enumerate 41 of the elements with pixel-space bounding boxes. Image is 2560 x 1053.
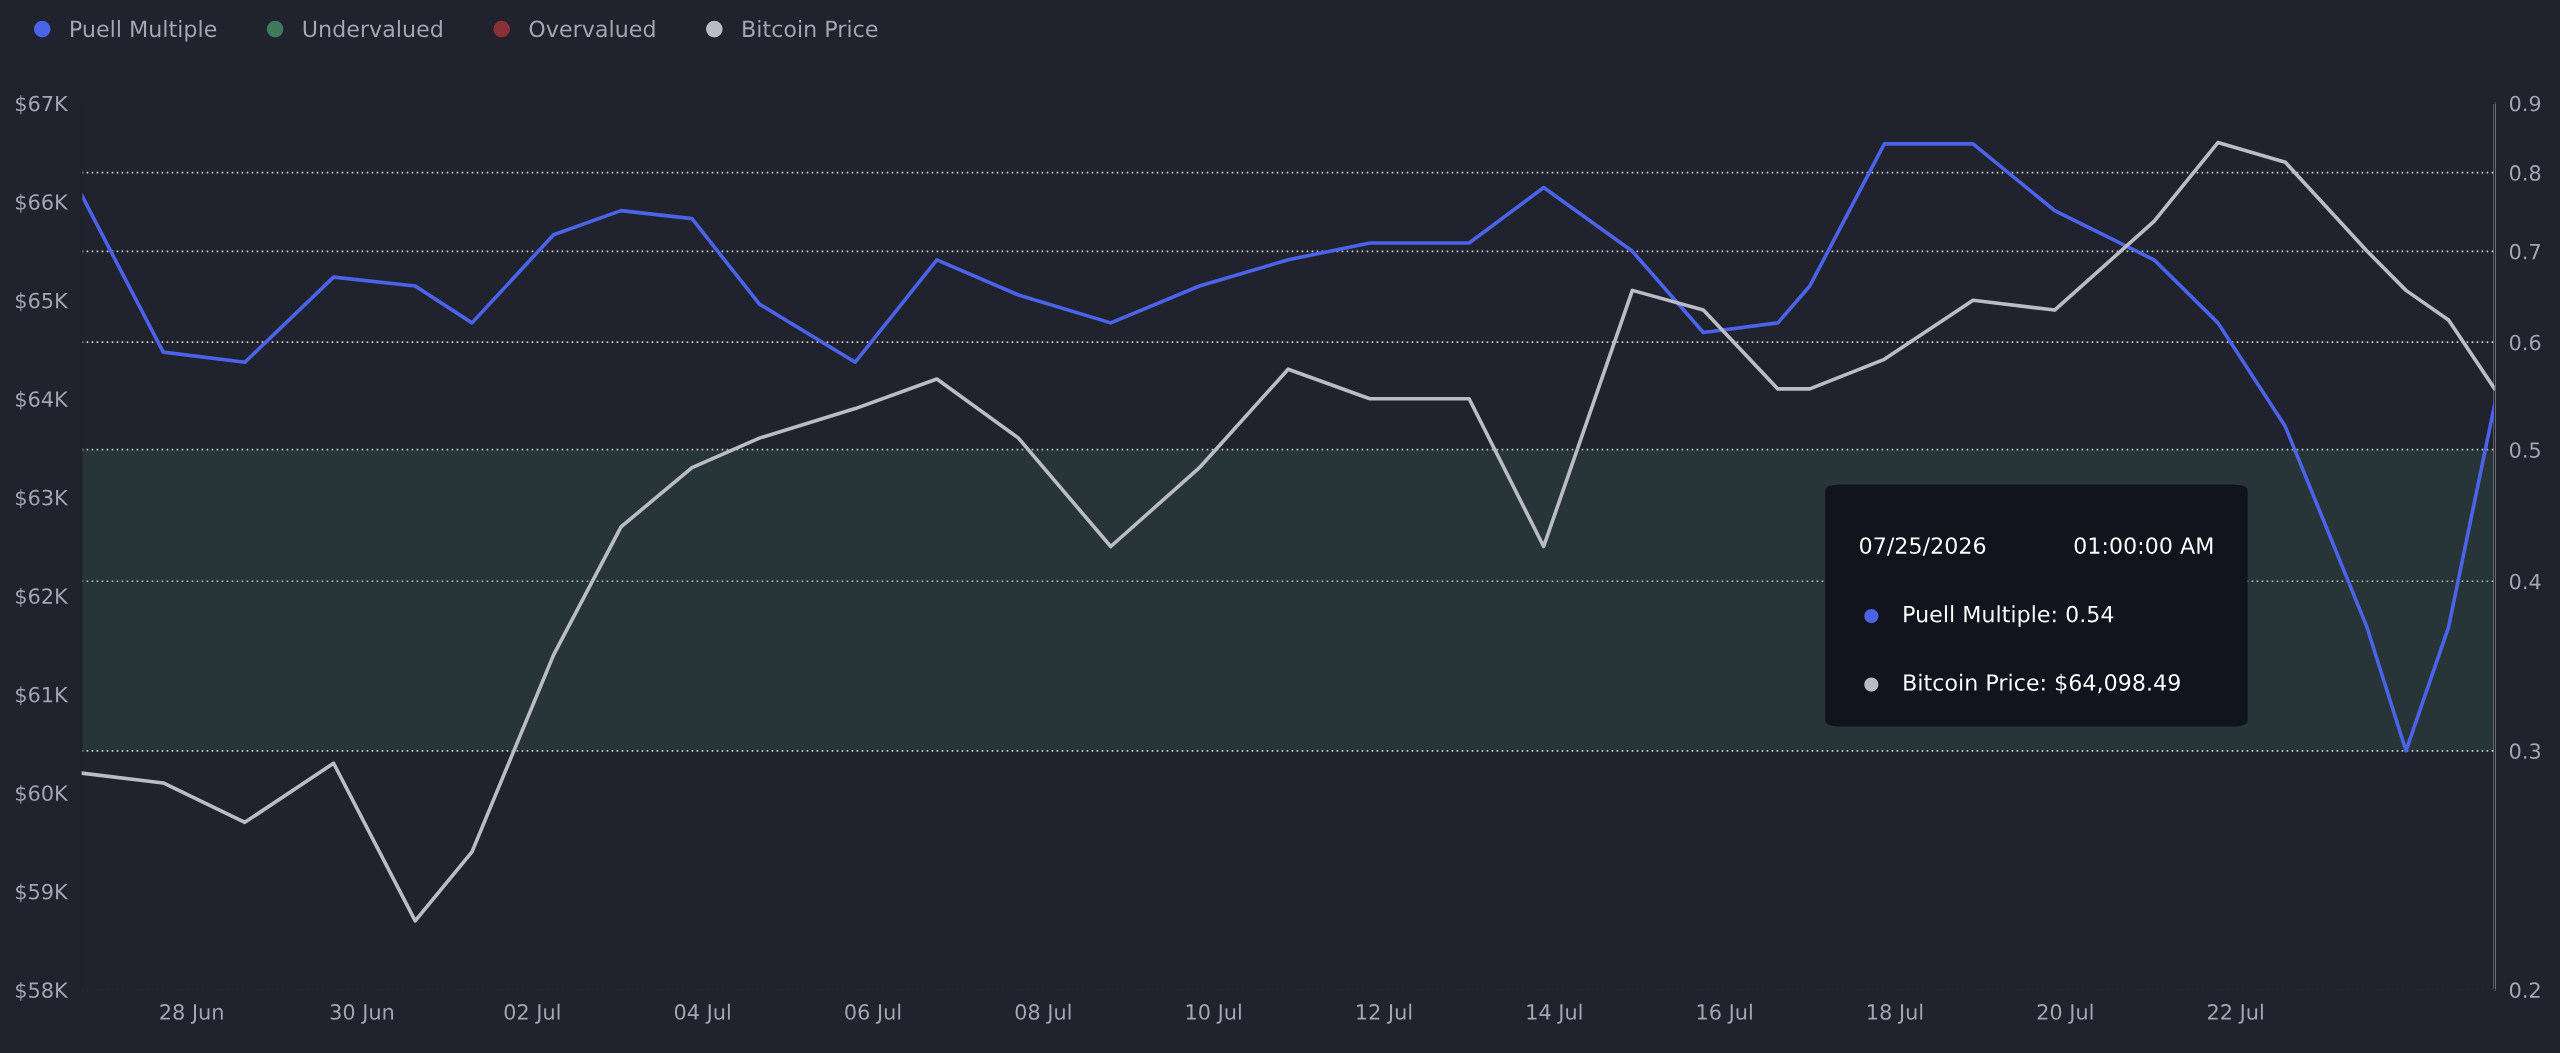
x-tick-label: 12 Jul [1357, 1003, 1412, 1024]
legend-label: Bitcoin Price [743, 20, 878, 38]
x-tick-label: 06 Jul [845, 1003, 901, 1024]
annotation: Bitcoin Price: $64,098.49 [1904, 673, 2180, 694]
x-tick-label: 16 Jul [1697, 1003, 1752, 1024]
y-tick-label: $62K [16, 587, 69, 607]
y2-tick-label: 0.4 [2509, 573, 2541, 590]
x-tick-label: 20 Jul [2037, 1003, 2093, 1024]
y2-tick-label: 0.5 [2509, 442, 2540, 458]
x-tick-label: 10 Jul [1186, 1003, 1241, 1024]
x-tick-label: 14 Jul [1527, 1003, 1582, 1024]
x-tick-label: 04 Jul [674, 1003, 730, 1024]
x-tick-label: 02 Jul [504, 1003, 560, 1024]
y2-tick-label: 0.3 [2509, 743, 2541, 760]
line-series [81, 142, 2495, 753]
y2-tick-label: 0.6 [2509, 334, 2541, 351]
y-tick-label: $66K [16, 193, 69, 213]
y2-tick-label: 0.8 [2509, 165, 2541, 181]
x-tick-label: 18 Jul [1868, 1003, 1923, 1024]
legend-label: Overvalued [529, 20, 655, 38]
y2-tick-label: 0.2 [2509, 982, 2540, 999]
y-tick-label: $67K [16, 95, 69, 115]
x-tick-label: 22 Jul [2208, 1003, 2263, 1024]
x-tick-label: 30 Jun [330, 1004, 394, 1024]
y-tick-label: $64K [16, 390, 69, 410]
y-tick-label: $59K [16, 883, 69, 903]
y-tick-label: $65K [16, 292, 69, 312]
annotation: Puell Multiple: 0.54 [1904, 605, 2114, 627]
y-tick-label: $60K [16, 784, 69, 804]
line-series [81, 140, 2495, 923]
annotation: 01:00:00 AM [2074, 537, 2213, 555]
y-tick-label: $61K [16, 686, 69, 706]
legend-label: Undervalued [303, 20, 442, 38]
y-tick-label: $58K [16, 981, 69, 1001]
y2-tick-label: 0.7 [2509, 243, 2540, 260]
annotation: 07/25/2026 [1860, 537, 1986, 556]
x-tick-label: 08 Jul [1015, 1003, 1071, 1024]
y2-tick-label: 0.9 [2509, 95, 2541, 112]
x-tick-label: 28 Jun [160, 1004, 223, 1024]
legend-label: Puell Multiple [71, 20, 217, 42]
y-tick-label: $63K [16, 489, 69, 509]
